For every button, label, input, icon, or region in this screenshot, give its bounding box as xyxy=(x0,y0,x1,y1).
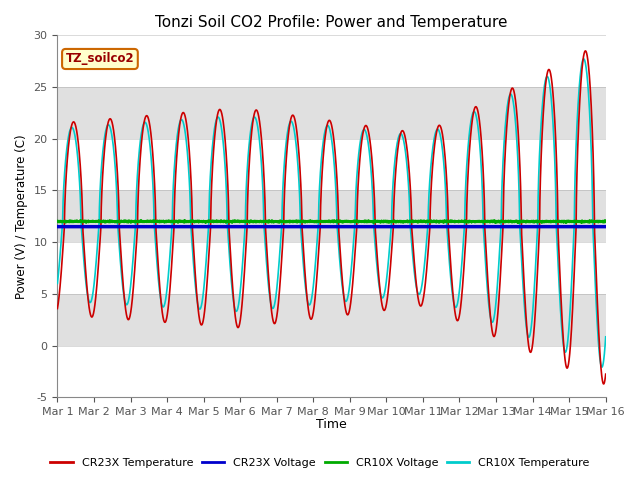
Bar xyxy=(58,139,605,191)
Text: TZ_soilco2: TZ_soilco2 xyxy=(66,52,134,65)
X-axis label: Time: Time xyxy=(316,419,347,432)
Bar xyxy=(58,191,605,242)
Y-axis label: Power (V) / Temperature (C): Power (V) / Temperature (C) xyxy=(15,134,28,299)
Bar xyxy=(58,36,605,87)
Legend: CR23X Temperature, CR23X Voltage, CR10X Voltage, CR10X Temperature: CR23X Temperature, CR23X Voltage, CR10X … xyxy=(46,453,594,472)
Bar xyxy=(58,346,605,397)
Bar xyxy=(58,294,605,346)
Bar xyxy=(58,242,605,294)
Bar xyxy=(58,87,605,139)
Title: Tonzi Soil CO2 Profile: Power and Temperature: Tonzi Soil CO2 Profile: Power and Temper… xyxy=(156,15,508,30)
